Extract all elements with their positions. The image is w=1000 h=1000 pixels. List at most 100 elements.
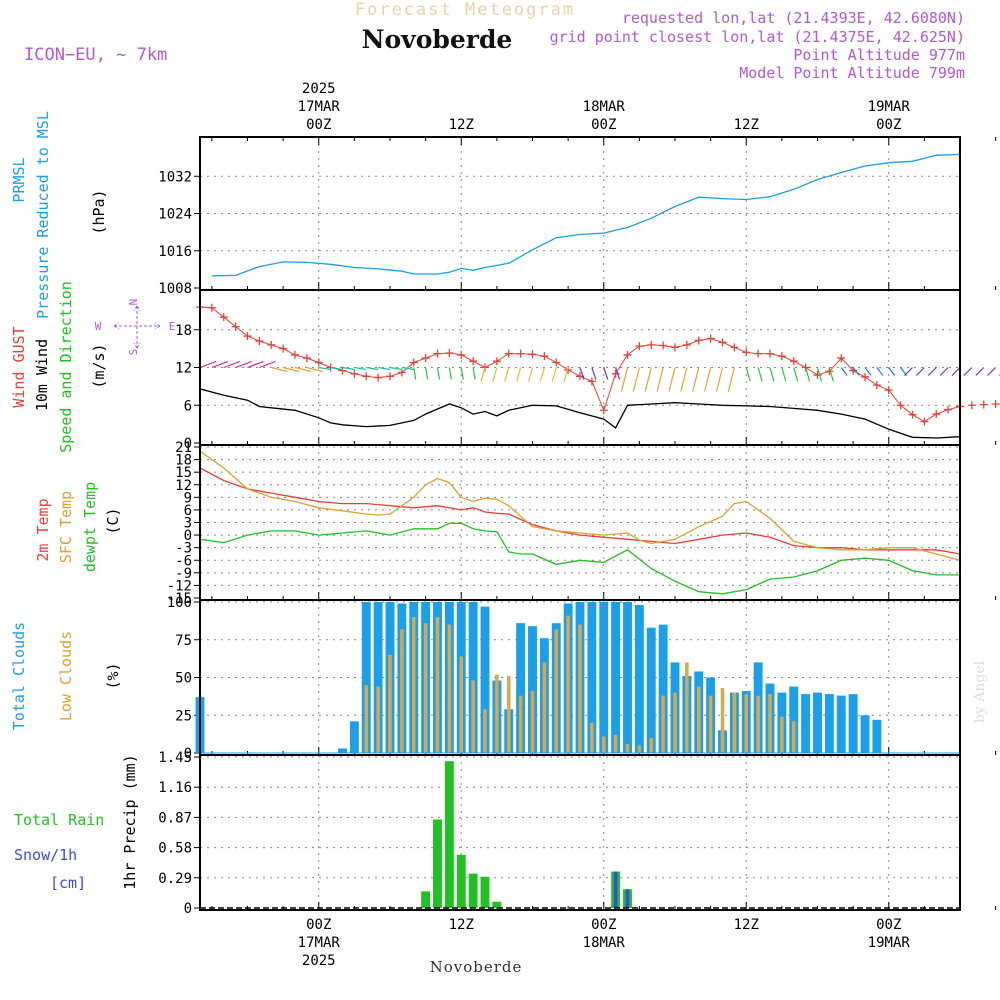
y-tick-label: 18 <box>175 453 192 469</box>
gust-point <box>255 337 264 346</box>
y-tick-label: 0 <box>184 528 192 544</box>
wind-direction-arrow <box>413 367 417 380</box>
low-cloud-bar <box>435 617 440 753</box>
y-tick-label: 12 <box>175 361 192 377</box>
gust-point <box>671 343 679 352</box>
total-cloud-bar <box>599 602 609 753</box>
y-tick-label: 1024 <box>158 207 192 223</box>
y-tick-label: -6 <box>175 553 192 569</box>
time-label-top: 00Z <box>306 117 331 133</box>
low-cloud-bar <box>506 675 511 753</box>
gust-point <box>896 401 905 410</box>
wind-direction-arrow <box>951 367 961 376</box>
gust-point <box>350 369 359 378</box>
wind-direction-arrow <box>306 366 324 373</box>
dewpt-label: dewpt Temp <box>81 482 99 572</box>
gust-point <box>599 406 608 415</box>
rain-bar <box>468 873 478 908</box>
gust-point <box>279 344 288 353</box>
total-rain-label: Total Rain <box>14 811 104 829</box>
rain-bar <box>492 901 502 908</box>
gust-point <box>967 401 976 410</box>
dewpt-line <box>200 522 960 595</box>
prmsl-line <box>211 153 960 277</box>
y-tick-label: 25 <box>175 708 192 724</box>
y-tick-label: 50 <box>175 671 192 687</box>
time-label-top: 19MAR <box>868 99 911 115</box>
wind-direction-arrow <box>460 367 464 380</box>
location-title: Novoberde <box>362 25 513 54</box>
gust-point <box>386 372 394 381</box>
low-cloud-bar <box>542 662 547 753</box>
gust-point <box>540 352 549 361</box>
low-cloud-bar <box>376 686 380 753</box>
point-altitude: Point Altitude 977m <box>793 46 965 64</box>
low-cloud-bar <box>673 692 677 753</box>
wind-direction-arrow <box>539 367 545 382</box>
low-cloud-bar <box>495 674 499 753</box>
wind-direction-arrow <box>563 367 569 382</box>
wind-direction-arrow <box>282 366 300 373</box>
y-tick-label: 1016 <box>158 244 192 260</box>
gust-point <box>362 372 371 381</box>
snow-bar <box>613 871 618 908</box>
plot-area: 1008101610241032061218-15-12-9-6-3036912… <box>158 81 1000 969</box>
hpa-unit: (hPa) <box>90 189 108 234</box>
time-label-bottom: 17MAR <box>298 935 341 951</box>
wind-direction-arrow <box>793 367 799 382</box>
wind-direction-arrow <box>668 367 676 392</box>
pressure-label: Pressure Reduced to MSL <box>34 111 52 319</box>
wind-line <box>200 388 960 439</box>
gust-point <box>564 366 573 375</box>
gust-point <box>991 399 1000 408</box>
gust-point <box>979 400 988 409</box>
low-cloud-bar <box>744 694 749 753</box>
gust-point <box>219 313 228 322</box>
low-cloud-bar <box>696 686 701 753</box>
y-tick-label: 0 <box>184 746 192 762</box>
wind-direction-arrow <box>436 367 441 380</box>
wind-direction-arrow <box>389 366 403 371</box>
total-cloud-bar <box>789 686 799 753</box>
wind-direction-arrow <box>781 367 787 382</box>
total-cloud-bar <box>658 624 668 753</box>
wind-direction-arrow <box>401 366 414 371</box>
y-tick-label: -9 <box>175 566 192 582</box>
wind-direction-arrow <box>235 360 252 369</box>
watermark: by Angel <box>972 660 988 723</box>
sfc-temp-line <box>200 450 960 561</box>
low-cloud-bar <box>601 736 606 753</box>
gust-point <box>374 373 383 382</box>
wind-direction-arrow <box>927 367 937 376</box>
gust-point <box>445 349 454 358</box>
gust-point <box>623 350 632 359</box>
rain-bar <box>456 854 466 908</box>
gust-label: Wind GUST <box>10 326 28 407</box>
y-tick-label: -3 <box>175 541 192 557</box>
low-cloud-bar <box>625 743 630 753</box>
wind-direction-arrow <box>247 360 264 369</box>
time-label-bottom: 2025 <box>302 953 336 969</box>
y-tick-label: -12 <box>167 578 192 594</box>
wind-direction-arrow <box>294 366 312 373</box>
low-cloud-bar <box>471 680 475 753</box>
gust-point <box>861 372 869 381</box>
gust-point <box>433 349 442 358</box>
y-tick-label: 0.29 <box>158 871 192 887</box>
wind-direction-arrow <box>492 367 498 382</box>
gust-point <box>920 417 929 426</box>
prmsl-label: PRMSL <box>10 157 28 202</box>
compass-east: E <box>169 320 176 333</box>
y-tick-label: 100 <box>167 595 192 611</box>
time-label-top: 12Z <box>734 117 759 133</box>
gust-point <box>872 381 881 390</box>
gust-point <box>647 340 656 349</box>
low-cloud-bar <box>447 624 452 753</box>
y-tick-label: 6 <box>184 398 192 414</box>
wind-direction-arrow <box>840 367 848 376</box>
total-cloud-bar <box>634 605 644 753</box>
y-tick-label: 0 <box>184 436 192 452</box>
wind-direction-arrow <box>579 367 585 380</box>
t2m-line <box>200 467 960 555</box>
total-cloud-bar <box>516 623 526 753</box>
